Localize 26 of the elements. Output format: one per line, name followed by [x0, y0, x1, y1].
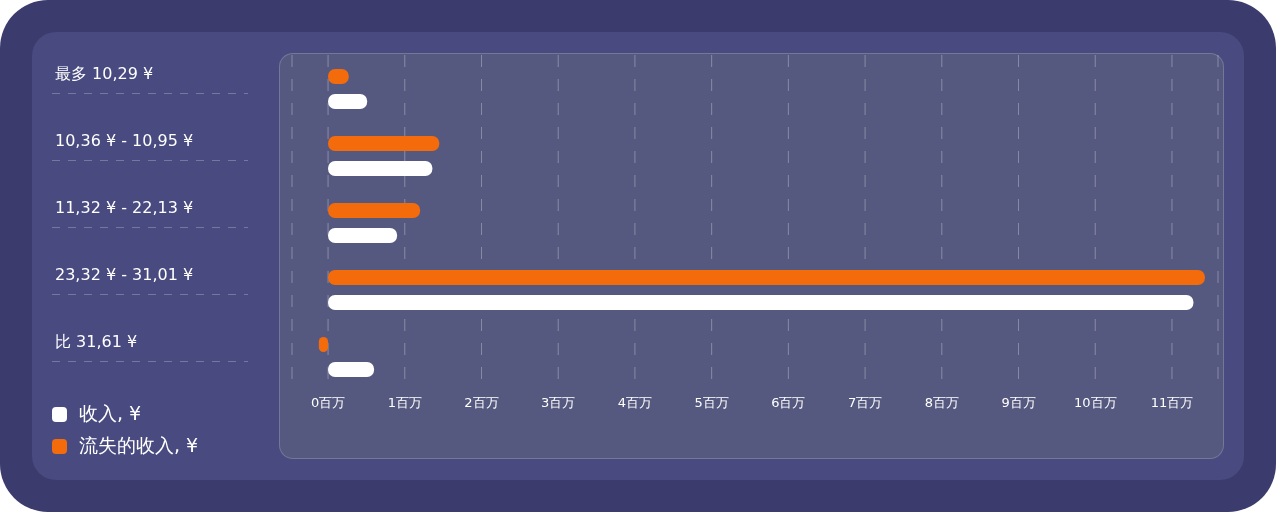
x-tick-label: 3百万 [541, 395, 576, 411]
x-tick-label: 4百万 [617, 395, 653, 411]
legend-label: 收入, ¥ [79, 401, 142, 426]
y-tick-label: 最多 10,29 ¥ [55, 64, 154, 83]
x-tick-label: 6百万 [771, 395, 806, 411]
legend-label: 流失的收入, ¥ [79, 433, 199, 458]
bar [328, 203, 421, 218]
y-tick-label: 23,32 ¥ - 31,01 ¥ [55, 265, 194, 284]
bar [328, 228, 398, 243]
y-tick-label: 11,32 ¥ - 22,13 ¥ [55, 198, 194, 217]
x-tick-label: 7百万 [847, 395, 883, 411]
x-tick-label: 11百万 [1150, 395, 1194, 411]
x-tick-label: 1百万 [387, 395, 422, 411]
y-tick-label: 10,36 ¥ - 10,95 ¥ [55, 131, 194, 150]
bar [328, 270, 1205, 285]
y-tick-label: 比 31,61 ¥ [55, 332, 138, 351]
x-tick-label: 2百万 [464, 395, 499, 411]
x-tick-label: 9百万 [1001, 395, 1036, 411]
x-tick-label: 5百万 [694, 395, 729, 411]
x-tick-label: 0百万 [310, 395, 346, 411]
bar [328, 362, 375, 377]
bar [328, 161, 433, 176]
x-tick-label: 10百万 [1073, 395, 1117, 411]
bar [328, 295, 1194, 310]
x-tick-label: 8百万 [924, 395, 959, 411]
bar [328, 136, 440, 151]
